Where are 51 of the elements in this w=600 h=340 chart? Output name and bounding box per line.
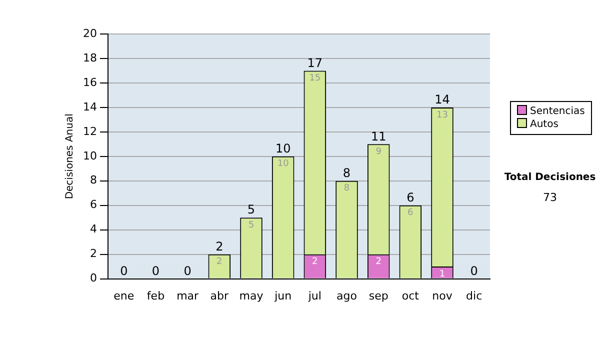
- y-tick-label: 14: [82, 100, 97, 114]
- total-label: 0: [184, 264, 192, 278]
- x-tick-label: feb: [146, 289, 165, 302]
- y-tick-label: 8: [90, 174, 97, 187]
- total-label: 8: [342, 166, 351, 180]
- data-label: 2: [312, 257, 318, 268]
- y-tick-label: 0: [90, 272, 97, 285]
- data-label: 2: [216, 257, 222, 268]
- x-tick-label: may: [239, 289, 264, 302]
- x-tick-label: oct: [402, 289, 420, 302]
- y-axis-title: Decisiones Anual: [64, 114, 76, 200]
- x-tick-label: nov: [432, 289, 453, 302]
- total-label: 5: [247, 202, 256, 217]
- x-tick-label: dic: [466, 289, 482, 302]
- total-label: 17: [307, 56, 323, 70]
- total-label: 2: [216, 239, 224, 254]
- x-tick-label: jul: [307, 289, 322, 302]
- x-tick-label: abr: [210, 289, 230, 302]
- total-label: 6: [406, 190, 414, 204]
- x-tick-label: mar: [176, 289, 200, 302]
- data-label: 1: [439, 269, 446, 280]
- y-tick-label: 18: [82, 51, 97, 64]
- text: 73: [542, 191, 558, 204]
- text: Total Decisiones: [503, 172, 597, 183]
- y-tick-label: 12: [82, 124, 97, 138]
- total-label: 0: [470, 264, 478, 278]
- data-label: 15: [309, 74, 321, 84]
- data-label: 6: [408, 208, 414, 218]
- legend-label: Sentencias: [529, 105, 585, 118]
- y-tick-label: 2: [90, 247, 97, 260]
- data-label: 8: [344, 184, 350, 194]
- total-label: 0: [152, 264, 160, 278]
- total-label: 11: [370, 129, 386, 144]
- y-tick-label: 20: [82, 26, 97, 40]
- y-tick-label: 6: [90, 198, 97, 212]
- y-tick-label: 16: [82, 76, 97, 89]
- x-tick-label: jun: [274, 289, 292, 302]
- data-label: 5: [248, 220, 254, 230]
- x-tick-label: ago: [336, 289, 358, 302]
- data-label: 9: [376, 147, 382, 158]
- x-tick-label: ene: [114, 289, 134, 302]
- total-label: 0: [120, 264, 128, 278]
- total-label: 14: [434, 92, 450, 107]
- data-label: 13: [436, 110, 448, 120]
- x-tick-label: sep: [368, 289, 388, 302]
- data-label: 2: [376, 257, 382, 268]
- y-tick-label: 4: [90, 222, 97, 236]
- legend-label: Autos: [529, 118, 560, 131]
- total-label: 10: [275, 142, 291, 156]
- y-tick-label: 10: [82, 149, 97, 162]
- data-label: 10: [277, 159, 290, 170]
